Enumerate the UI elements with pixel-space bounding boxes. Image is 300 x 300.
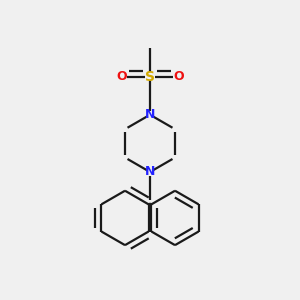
- Text: N: N: [145, 108, 155, 121]
- Text: O: O: [173, 70, 184, 83]
- Text: O: O: [116, 70, 127, 83]
- Text: S: S: [145, 70, 155, 84]
- Text: N: N: [145, 166, 155, 178]
